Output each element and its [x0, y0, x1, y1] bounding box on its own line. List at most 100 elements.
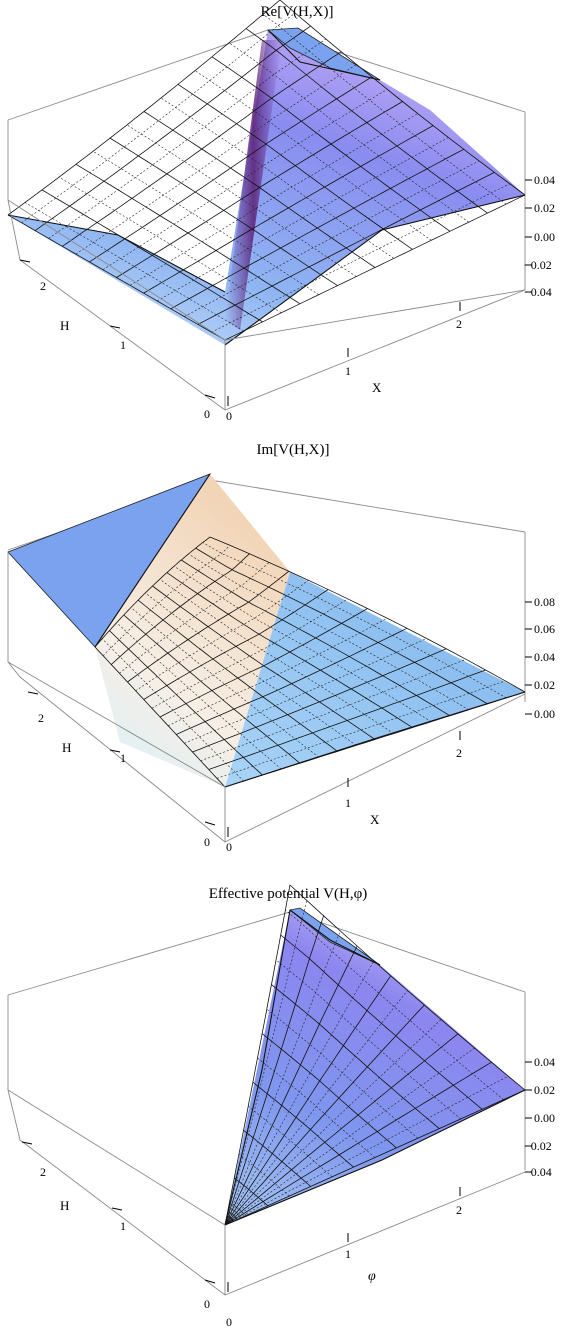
x-axis: 0 1 2 X	[226, 302, 462, 420]
mesh-line	[211, 56, 451, 232]
mesh-line	[224, 1004, 425, 1226]
mesh-line	[261, 1033, 397, 1149]
mesh-line	[92, 151, 319, 295]
surface-im-v	[7, 473, 526, 788]
chart-effective-potential-plot: Effective potential V(H,φ) 0.04 0.02	[7, 884, 555, 1329]
mesh-line	[173, 565, 432, 722]
mesh-line	[224, 945, 358, 1226]
mesh-line	[48, 38, 327, 239]
mesh-line	[34, 25, 311, 231]
z-tick-label: −0.02	[524, 1139, 552, 1153]
mesh-line	[271, 984, 440, 1129]
mesh-line	[181, 559, 451, 717]
h-tick-label: 1	[120, 751, 126, 765]
mesh-line	[279, 0, 526, 196]
phi-axis-label: φ	[368, 1269, 376, 1284]
mesh-line	[166, 572, 413, 728]
mesh-line	[266, 1008, 419, 1139]
x-tick-label: 2	[456, 317, 462, 331]
z-axis: 0.04 0.02 0.00 −0.02 −0.04	[524, 1055, 555, 1179]
mesh-line	[228, 42, 469, 223]
surface-mesh	[7, 0, 526, 341]
mesh-line	[195, 547, 488, 705]
x-axis-label: X	[370, 812, 380, 827]
mesh-line	[21, 12, 296, 224]
mesh-line	[224, 975, 392, 1226]
mesh-line	[160, 97, 394, 259]
plot-box-front	[7, 199, 526, 411]
z-tick-label: 0.06	[534, 622, 555, 636]
phi-tick-label: 1	[345, 1247, 351, 1261]
z-tick-label: 0.04	[534, 1055, 555, 1069]
mesh-line	[211, 183, 510, 333]
surface-re-v	[7, 27, 526, 346]
z-tick-label: 0.00	[534, 707, 555, 721]
mesh-line	[151, 598, 348, 709]
mesh-line	[135, 580, 309, 692]
chart-im-v-plot: Im[V(H,X)] 0.08 0.06 0.04	[7, 442, 555, 852]
mesh-line	[184, 160, 480, 317]
z-tick-label: 0.04	[534, 173, 555, 187]
x-axis-label: X	[372, 380, 382, 395]
mesh-line	[224, 960, 375, 1226]
mesh-line	[89, 76, 373, 263]
mesh-line	[285, 909, 504, 1100]
mesh-line	[224, 930, 341, 1226]
mesh-line	[275, 959, 461, 1120]
h-tick-label: 2	[40, 279, 46, 293]
phi-tick-label: 0	[226, 1315, 232, 1329]
mesh-line	[119, 562, 270, 674]
h-tick-label: 0	[204, 1297, 210, 1311]
mesh-line	[102, 545, 230, 657]
z-tick-label: −0.02	[524, 258, 552, 272]
z-tick-label: −0.04	[524, 285, 552, 299]
z-tick-label: −0.04	[524, 1165, 552, 1179]
h-axis-label: H	[60, 318, 69, 333]
surface-effective-potential	[224, 907, 526, 1226]
h-tick-label: 2	[38, 711, 44, 725]
h-tick-label: 0	[204, 835, 210, 849]
mesh-line	[7, 0, 281, 216]
x-tick-label: 0	[226, 840, 232, 852]
x-tick-label: 0	[226, 409, 232, 420]
h-tick-label: 0	[204, 407, 210, 420]
z-tick-label: 0.00	[534, 230, 555, 244]
z-tick-label: 0.02	[534, 678, 555, 692]
mesh-line	[75, 64, 357, 255]
z-tick-label: 0.08	[534, 595, 555, 609]
x-tick-label: 1	[345, 364, 351, 378]
mesh-line	[224, 1075, 509, 1226]
mesh-line	[289, 884, 526, 1091]
z-axis: 0.04 0.02 0.00 −0.02 −0.04	[524, 173, 555, 299]
h-axis: 2 1 0 H	[19, 259, 216, 420]
plot-box-front	[7, 552, 526, 843]
h-axis: 2 1 0 H	[27, 691, 216, 849]
mesh-line	[224, 915, 324, 1226]
mesh-line	[234, 1177, 269, 1207]
mesh-line	[202, 542, 507, 699]
z-tick-label: 0.04	[534, 650, 555, 664]
surface-mesh	[94, 536, 526, 788]
mesh-line	[62, 51, 342, 247]
z-axis: 0.08 0.06 0.04 0.02 0.00	[525, 595, 555, 721]
mesh-line	[143, 589, 329, 700]
h-axis-label: H	[62, 740, 71, 755]
mesh-line	[224, 990, 408, 1226]
mesh-line	[58, 176, 282, 314]
mesh-line	[159, 608, 368, 718]
plot-box-front	[7, 995, 526, 1296]
z-tick-label: 0.00	[534, 1111, 555, 1125]
mesh-line	[111, 553, 250, 665]
chart-title: Im[V(H,X)]	[257, 442, 330, 458]
mesh-line	[127, 570, 290, 683]
x-axis: 0 1 2 X	[226, 731, 462, 852]
mesh-line	[177, 84, 413, 250]
mesh-line	[262, 14, 507, 205]
z-tick-label: 0.02	[534, 1083, 555, 1097]
h-tick-label: 2	[40, 1165, 46, 1179]
mesh-line	[159, 578, 394, 734]
h-tick-label: 1	[120, 338, 126, 352]
mesh-line	[116, 101, 403, 278]
surface-mesh	[224, 884, 526, 1226]
phi-axis: 0 1 2 φ	[226, 1187, 462, 1329]
